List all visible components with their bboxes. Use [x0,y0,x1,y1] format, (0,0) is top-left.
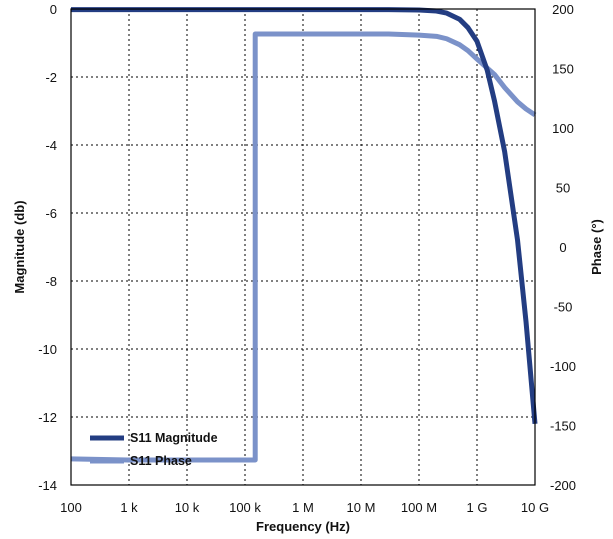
y-left-tick-label: -12 [38,410,57,425]
legend: S11 Magnitude S11 Phase [90,431,218,468]
y-right-axis-title: Phase (°) [589,219,604,275]
grid [71,9,535,485]
y-right-tick-label: 150 [552,62,574,77]
x-tick-label: 100 M [401,500,437,515]
y-right-tick-label: -150 [550,419,576,434]
y-right-tick-label: 0 [559,240,566,255]
y-left-tick-label: -6 [45,206,57,221]
y-left-axis-title: Magnitude (db) [12,200,27,293]
y-right-tick-label: 50 [556,181,570,196]
x-tick-label: 10 G [521,500,549,515]
y-left-tick-label: -10 [38,342,57,357]
x-tick-label: 100 k [229,500,261,515]
legend-label-phase: S11 Phase [130,454,192,468]
y-right-tick-label: 100 [552,121,574,136]
y-left-tick-label: 0 [50,2,57,17]
x-tick-labels: 100 1 k 10 k 100 k 1 M 10 M 100 M 1 G 10 G [60,500,549,515]
x-tick-label: 1 k [120,500,138,515]
y-right-tick-label: 200 [552,2,574,17]
x-tick-label: 100 [60,500,82,515]
y-left-tick-label: -14 [38,478,57,493]
x-tick-label: 10 k [175,500,200,515]
y-left-tick-labels: 0 -2 -4 -6 -8 -10 -12 -14 [38,2,57,493]
legend-label-magnitude: S11 Magnitude [130,431,218,445]
x-tick-label: 1 G [467,500,488,515]
series-line-phase [70,31,537,463]
x-tick-label: 10 M [347,500,376,515]
series-layer [70,7,538,463]
y-right-tick-label: -100 [550,359,576,374]
y-right-tick-label: -50 [554,300,573,315]
y-right-tick-label: -200 [550,478,576,493]
series-line-magnitude [71,7,538,425]
y-left-tick-label: -8 [45,274,57,289]
plot-frame [70,8,536,486]
y-right-tick-labels: 200 150 100 50 0 -50 -100 -150 -200 [550,2,576,493]
x-tick-label: 1 M [292,500,314,515]
x-axis-title: Frequency (Hz) [256,519,350,534]
y-left-tick-label: -4 [45,138,57,153]
y-left-tick-label: -2 [45,70,57,85]
